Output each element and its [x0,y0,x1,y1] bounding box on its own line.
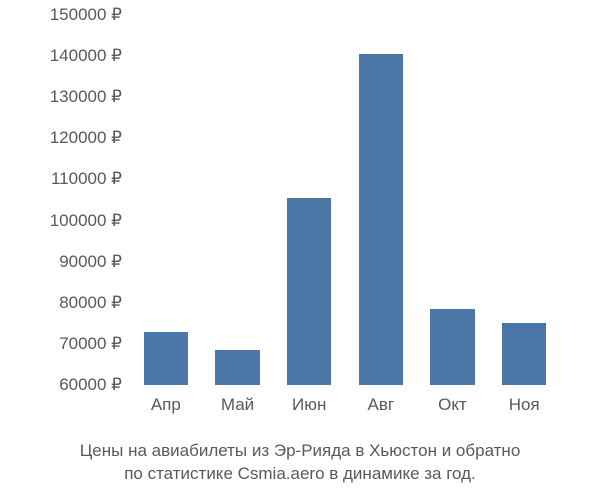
x-tick-label: Ноя [509,395,540,415]
bar [430,309,474,385]
bar [359,54,403,385]
gridline [130,15,560,16]
gridline [130,303,560,304]
y-tick-label: 80000 ₽ [59,293,122,313]
y-axis: 60000 ₽70000 ₽80000 ₽90000 ₽100000 ₽1100… [0,15,122,385]
y-tick-label: 120000 ₽ [50,128,122,148]
bar [144,332,188,385]
y-tick-label: 150000 ₽ [50,5,122,25]
price-chart: 60000 ₽ 70000 ₽ 80000 ₽ 90000 ₽ 100000 ₽ 1100… [0,0,600,500]
x-tick-label: Июн [292,395,326,415]
gridline [130,179,560,180]
x-tick-label: Май [221,395,254,415]
bar [287,198,331,385]
gridline [130,385,560,386]
y-tick-label: 140000 ₽ [50,46,122,66]
gridline [130,138,560,139]
y-tick-label: 100000 ₽ [50,211,122,231]
y-tick-label: 90000 ₽ [59,252,122,272]
gridline [130,97,560,98]
bar [502,323,546,385]
gridline [130,221,560,222]
caption-line: по статистике Csmia.aero в динамике за г… [0,463,600,486]
y-tick-label: 130000 ₽ [50,87,122,107]
y-tick-label: 60000 ₽ [59,375,122,395]
gridline [130,344,560,345]
gridline [130,262,560,263]
x-tick-label: Окт [438,395,467,415]
gridline [130,56,560,57]
chart-caption: Цены на авиабилеты из Эр-Рияда в Хьюстон… [0,440,600,486]
x-tick-label: Апр [151,395,181,415]
bar [215,350,259,385]
caption-line: Цены на авиабилеты из Эр-Рияда в Хьюстон… [0,440,600,463]
x-tick-label: Авг [368,395,395,415]
y-tick-label: 110000 ₽ [51,169,122,189]
x-axis: Апр Май Июн Авг Окт Ноя [130,395,560,425]
plot-area [130,15,560,385]
y-tick-label: 70000 ₽ [59,334,122,354]
